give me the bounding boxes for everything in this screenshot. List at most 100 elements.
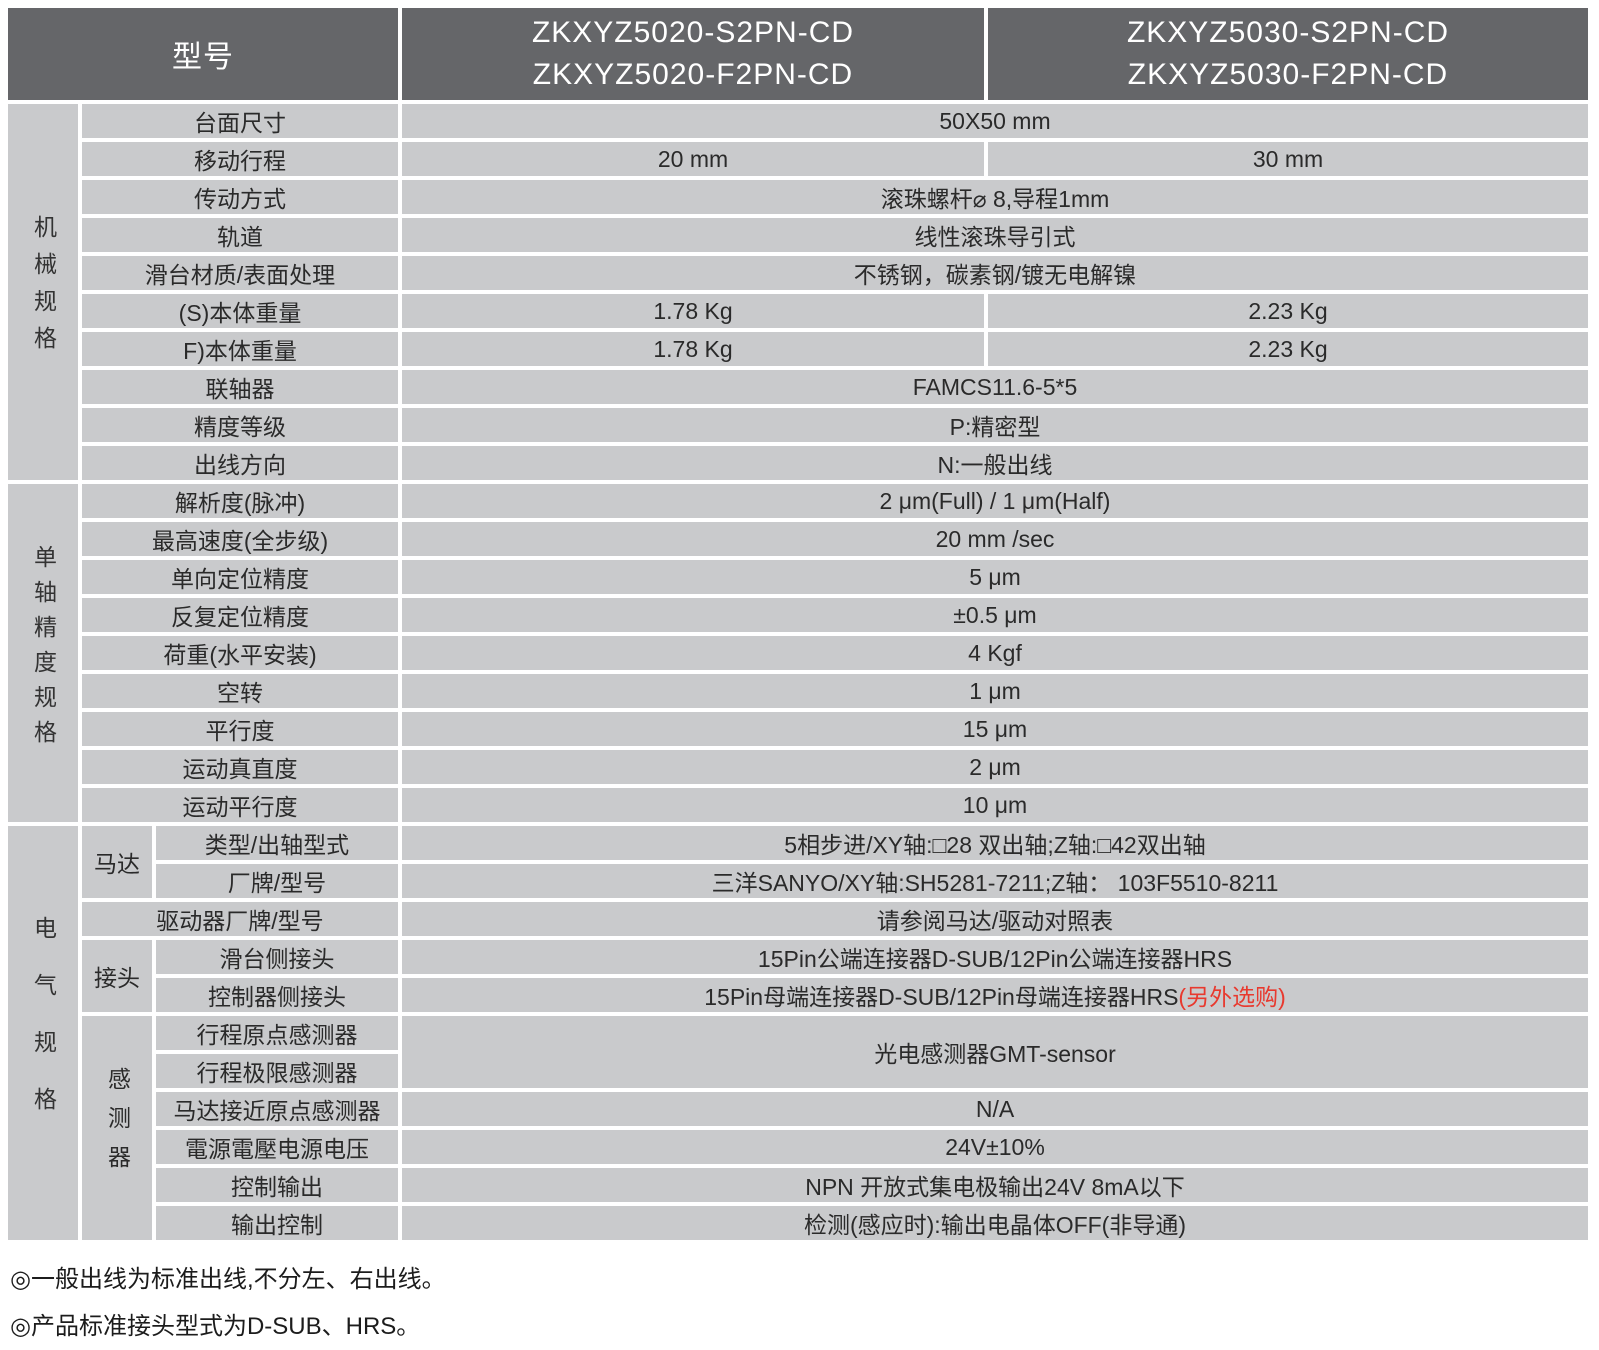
row-label-rail: 轨道 [82,218,398,252]
row-label-load: 荷重(水平安装) [82,636,398,670]
row-label-driver-brand: 驱动器厂牌/型号 [82,902,398,936]
table-row: 厂牌/型号 三洋SANYO/XY轴:SH5281-7211;Z轴： 103F55… [8,864,1588,898]
row-label-power: 電源電壓电源电压 [156,1130,398,1164]
table-row: 输出控制 检测(感应时):输出电晶体OFF(非导通) [8,1206,1588,1240]
row-label-wiring: 出线方向 [82,446,398,480]
subgroup-connector: 接头 [82,940,152,1012]
row-label-straightness: 运动真直度 [82,750,398,784]
row-label-travel: 移动行程 [82,142,398,176]
row-value-ctrl-output: NPN 开放式集电极输出24V 8mA以下 [402,1168,1588,1202]
model-1-line-2: ZKXYZ5020-F2PN-CD [532,58,854,91]
row-value-travel-5030: 30 mm [988,142,1588,176]
row-value-ctrl-conn: 15Pin母端连接器D-SUB/12Pin母端连接器HRS(另外选购) [402,978,1588,1012]
table-row: 電源電壓电源电压 24V±10% [8,1130,1588,1164]
row-value-output-ctrl: 检测(感应时):输出电晶体OFF(非导通) [402,1206,1588,1240]
table-row: 感测器 行程原点感测器 光电感测器GMT-sensor [8,1016,1588,1240]
table-row: 移动行程 20 mm 30 mm [8,142,1588,176]
table-row: 精度等级 P:精密型 [8,408,1588,442]
row-label-idle: 空转 [82,674,398,708]
group-mechanical-label: 机械规格 [30,215,57,363]
row-value-weight-s-5020: 1.78 Kg [402,294,984,328]
row-value-uni-accuracy: 5 μm [402,560,1588,594]
table-row: 联轴器 FAMCS11.6-5*5 [8,370,1588,404]
table-row: 马达接近原点感测器 N/A [8,1092,1588,1126]
row-label-transmission: 传动方式 [82,180,398,214]
row-label-surface: 台面尺寸 [82,104,398,138]
table-row: 运动平行度 10 μm [8,788,1588,822]
row-value-transmission: 滚珠螺杆⌀ 8,导程1mm [402,180,1588,214]
row-value-rail: 线性滚珠导引式 [402,218,1588,252]
row-label-ctrl-conn: 控制器侧接头 [156,978,398,1012]
group-axis-precision-label: 单轴精度规格 [30,545,57,755]
table-row: 最高速度(全步级) 20 mm /sec [8,522,1588,556]
row-label-speed: 最高速度(全步级) [82,522,398,556]
row-label-weight-f: F)本体重量 [82,332,398,366]
group-mechanical: 机械规格 [8,104,78,480]
table-row: 传动方式 滚珠螺杆⌀ 8,导程1mm [8,180,1588,214]
table-row: 控制器侧接头 15Pin母端连接器D-SUB/12Pin母端连接器HRS(另外选… [8,978,1588,1012]
row-value-coupling: FAMCS11.6-5*5 [402,370,1588,404]
row-value-motor-origin-sensor: N/A [402,1092,1588,1126]
row-label-uni-accuracy: 单向定位精度 [82,560,398,594]
model-header-label: 型号 [172,41,234,74]
ctrl-conn-option-note: (另外选购) [1178,984,1286,1010]
row-value-wiring: N:一般出线 [402,446,1588,480]
ctrl-conn-value-text: 15Pin母端连接器D-SUB/12Pin母端连接器HRS [704,984,1179,1010]
table-row: 空转 1 μm [8,674,1588,708]
table-row: (S)本体重量 1.78 Kg 2.23 Kg [8,294,1588,328]
table-row: 接头 滑台侧接头 15Pin公端连接器D-SUB/12Pin公端连接器HRS [8,940,1588,1012]
row-label-coupling: 联轴器 [82,370,398,404]
row-label-motor-origin-sensor: 马达接近原点感测器 [156,1092,398,1126]
row-value-surface: 50X50 mm [402,104,1588,138]
row-value-motion-parallelism: 10 μm [402,788,1588,822]
group-axis-precision: 单轴精度规格 [8,484,78,822]
row-value-motor-brand: 三洋SANYO/XY轴:SH5281-7211;Z轴： 103F5510-821… [402,864,1588,898]
row-label-material: 滑台材质/表面处理 [82,256,398,290]
row-value-weight-s-5030: 2.23 Kg [988,294,1588,328]
row-label-motor-brand: 厂牌/型号 [156,864,398,898]
subgroup-sensor: 感测器 [82,1016,152,1240]
row-value-travel-5020: 20 mm [402,142,984,176]
model-2-line-2: ZKXYZ5030-F2PN-CD [1127,58,1449,91]
table-row: 荷重(水平安装) 4 Kgf [8,636,1588,670]
table-row: 单轴精度规格 解析度(脉冲) 2 μm(Full) / 1 μm(Half) [8,484,1588,822]
row-value-origin-limit-sensor: 光电感测器GMT-sensor [402,1016,1588,1088]
table-row: 控制输出 NPN 开放式集电极输出24V 8mA以下 [8,1168,1588,1202]
table-row: 驱动器厂牌/型号 请参阅马达/驱动对照表 [8,902,1588,936]
table-row: 出线方向 N:一般出线 [8,446,1588,480]
footnotes: ◎一般出线为标准出线,不分左、右出线。 ◎产品标准接头型式为D-SUB、HRS。 [10,1256,1599,1350]
table-row: 行程极限感测器 [8,1054,1588,1088]
table-row: 轨道 线性滚珠导引式 [8,218,1588,252]
row-value-weight-f-5030: 2.23 Kg [988,332,1588,366]
row-value-power: 24V±10% [402,1130,1588,1164]
subgroup-sensor-label: 感测器 [104,1066,131,1184]
row-value-speed: 20 mm /sec [402,522,1588,556]
row-value-repeatability: ±0.5 μm [402,598,1588,632]
model-1-line-1: ZKXYZ5020-S2PN-CD [531,16,855,49]
subgroup-motor: 马达 [82,826,152,898]
row-label-ctrl-output: 控制输出 [156,1168,398,1202]
row-value-straightness: 2 μm [402,750,1588,784]
table-row: 机械规格 台面尺寸 50X50 mm [8,104,1588,480]
table-row: F)本体重量 1.78 Kg 2.23 Kg [8,332,1588,366]
row-value-stage-conn: 15Pin公端连接器D-SUB/12Pin公端连接器HRS [402,940,1588,974]
model-2-line-1: ZKXYZ5030-S2PN-CD [1126,16,1450,49]
row-value-idle: 1 μm [402,674,1588,708]
row-label-motor-type: 类型/出轴型式 [156,826,398,860]
row-value-resolution: 2 μm(Full) / 1 μm(Half) [402,484,1588,518]
row-label-origin-sensor: 行程原点感测器 [156,1016,398,1050]
group-electrical-label: 电气规格 [30,916,57,1144]
row-label-motion-parallelism: 运动平行度 [82,788,398,822]
row-label-output-ctrl: 输出控制 [156,1206,398,1240]
row-label-weight-s: (S)本体重量 [82,294,398,328]
row-label-grade: 精度等级 [82,408,398,442]
row-label-resolution: 解析度(脉冲) [82,484,398,518]
spec-table: 型号 ZKXYZ5020-S2PN-CD ZKXYZ5020-F2PN-CD Z… [4,4,1592,1244]
table-row: 单向定位精度 5 μm [8,560,1588,594]
row-value-load: 4 Kgf [402,636,1588,670]
table-header-row: 型号 ZKXYZ5020-S2PN-CD ZKXYZ5020-F2PN-CD Z… [8,8,1588,100]
row-value-grade: P:精密型 [402,408,1588,442]
row-label-limit-sensor: 行程极限感测器 [156,1054,398,1088]
table-row: 滑台材质/表面处理 不锈钢，碳素钢/镀无电解镍 [8,256,1588,290]
footnote-1: ◎一般出线为标准出线,不分左、右出线。 [10,1266,446,1293]
